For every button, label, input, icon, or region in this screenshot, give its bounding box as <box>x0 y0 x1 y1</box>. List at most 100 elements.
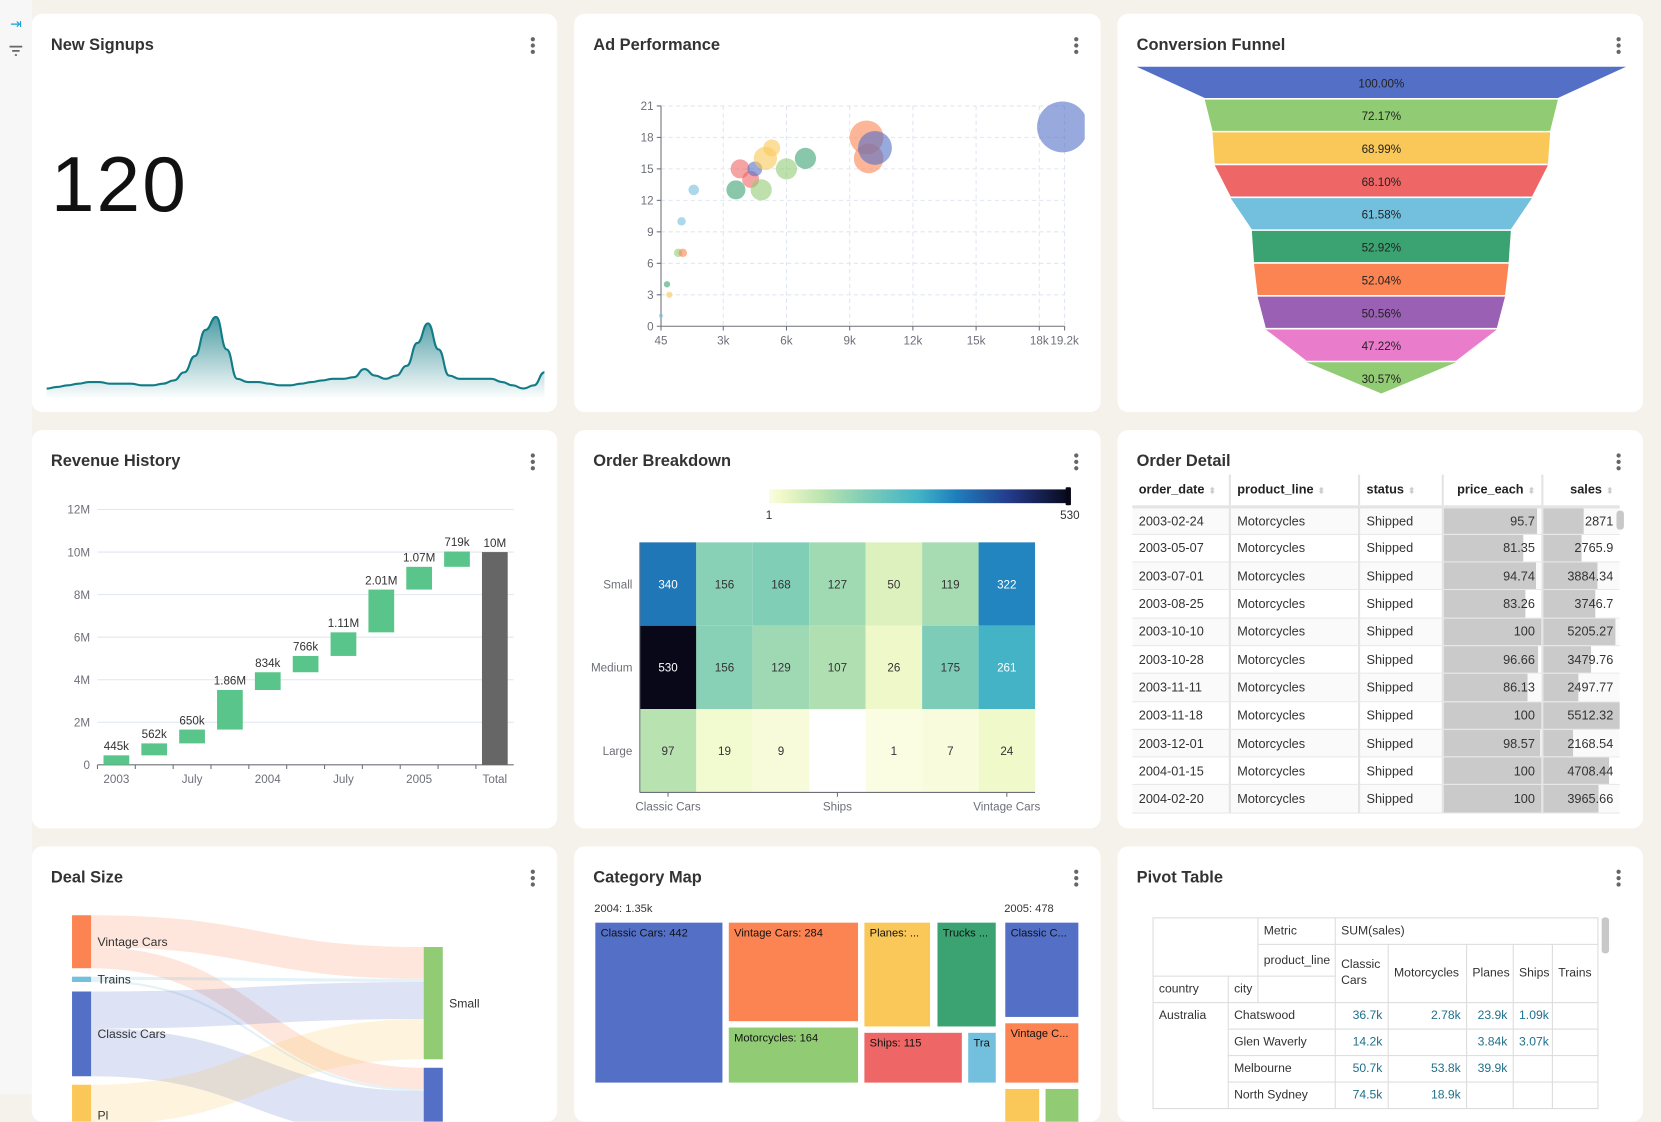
sort-icon[interactable]: ⬍ <box>1317 486 1325 497</box>
kebab-menu-icon[interactable] <box>528 453 539 471</box>
sort-icon[interactable]: ⬍ <box>1606 486 1614 497</box>
cell-status: Shipped <box>1358 589 1443 619</box>
column-header-product-line[interactable]: product_line ⬍ <box>1228 474 1360 508</box>
x-tick-label: 2003 <box>103 773 129 786</box>
funnel-label: 52.92% <box>1362 242 1401 255</box>
table-row[interactable]: 2003-07-01 Motorcycles Shipped 94.74 3884.34 <box>1132 562 1620 591</box>
waterfall-chart: 0 2M 4M 6M 8M 10M 12M 445k 2003 562k 650k July 1.86M… <box>67 504 514 786</box>
table-scrollbar[interactable] <box>1616 510 1624 530</box>
card-revenue-history: Revenue History 0 2M 4M 6M 8M 10M 12M 445k 2003 5… <box>31 430 558 829</box>
funnel-label: 52.04% <box>1362 274 1401 287</box>
sort-icon[interactable]: ⬍ <box>1408 486 1416 497</box>
bar-label: 1.07M <box>403 552 435 565</box>
kebab-menu-icon[interactable] <box>528 37 539 55</box>
kebab-menu-icon[interactable] <box>1613 869 1624 887</box>
table-row[interactable]: 2003-10-28 Motorcycles Shipped 96.66 3479.76 <box>1132 645 1620 675</box>
table-row[interactable]: 2003-11-11 Motorcycles Shipped 86.13 2497.77 <box>1132 673 1620 702</box>
treemap-tile[interactable]: Trucks ... <box>937 922 996 1027</box>
cell-value: 4708.44 <box>1567 763 1614 779</box>
cell-value: 98.57 <box>1503 735 1535 751</box>
sankey-node-label: Trains <box>97 973 130 987</box>
treemap-tile[interactable]: Planes: ... <box>864 922 931 1027</box>
waterfall-bar <box>368 589 395 633</box>
cell-value: 2765.9 <box>1574 540 1614 556</box>
cell-bar <box>1543 729 1574 757</box>
table-row[interactable]: 2004-01-15 Motorcycles Shipped 100 4708.44 <box>1132 757 1620 786</box>
cell-status: Shipped <box>1358 617 1443 647</box>
row-label: Medium <box>591 662 632 675</box>
column-header-sales[interactable]: sales ⬍ <box>1541 474 1620 508</box>
funnel-label: 47.22% <box>1362 340 1401 353</box>
collapse-arrow-icon[interactable]: ⇥ <box>10 15 22 32</box>
x-tick-label: 18k <box>1030 334 1049 347</box>
treemap-tile[interactable]: Vintage Cars: 284 <box>728 922 859 1022</box>
sort-icon[interactable]: ⬍ <box>1208 486 1216 497</box>
cell-product-line: Motorcycles <box>1228 645 1360 675</box>
column-header-order-date[interactable]: order_date ⬍ <box>1132 474 1230 508</box>
kebab-menu-icon[interactable] <box>1071 453 1082 471</box>
cell-order-date: 2003-05-07 <box>1132 534 1230 563</box>
cell-price-each: 83.26 <box>1441 589 1543 619</box>
column-header-status[interactable]: status ⬍ <box>1358 474 1443 508</box>
heatmap-cell <box>752 709 810 793</box>
cell-status: Shipped <box>1358 562 1443 591</box>
y-tick-label: 0 <box>647 321 654 334</box>
pivot-cell: 50.7k <box>1334 1055 1389 1083</box>
kebab-menu-icon[interactable] <box>1613 453 1624 471</box>
table-row[interactable]: 2003-10-10 Motorcycles Shipped 100 5205.27 <box>1132 617 1620 647</box>
heatmap-cell <box>922 542 979 626</box>
pivot-cell <box>1551 1002 1599 1030</box>
y-tick-label: 9 <box>647 226 653 239</box>
sort-icon[interactable]: ⬍ <box>1527 486 1535 497</box>
table-row[interactable]: 2004-02-20 Motorcycles Shipped 100 3965.66 <box>1132 784 1620 814</box>
table-row[interactable]: 2003-08-25 Motorcycles Shipped 83.26 3746.7 <box>1132 589 1620 619</box>
pivot-city: Chatswood <box>1227 1002 1336 1030</box>
pivot-scrollbar[interactable] <box>1601 917 1610 954</box>
waterfall-bar <box>217 689 243 730</box>
kebab-menu-icon[interactable] <box>1071 869 1082 887</box>
cell-bar <box>1543 646 1592 673</box>
kebab-menu-icon[interactable] <box>528 869 539 887</box>
table-row[interactable]: 2003-02-24 Motorcycles Shipped 95.7 2871 <box>1132 506 1620 535</box>
pivot-col-header[interactable]: Planes <box>1466 943 1514 1004</box>
cell-value: 3965.66 <box>1567 791 1614 807</box>
pivot-cell: 1.09k <box>1512 1002 1553 1030</box>
treemap-tile[interactable]: Classic C... <box>1005 922 1079 1017</box>
bubble <box>663 281 671 288</box>
table-row[interactable]: 2003-12-01 Motorcycles Shipped 98.57 2168.54 <box>1132 729 1620 758</box>
sankey-node-label: Pl <box>97 1109 108 1122</box>
pivot-col-header[interactable]: Motorcycles <box>1387 943 1468 1004</box>
card-new-signups: New Signups 120 <box>31 13 558 413</box>
cell-sales: 3479.76 <box>1541 645 1620 675</box>
sankey-node <box>72 991 92 1077</box>
table-row[interactable]: 2003-05-07 Motorcycles Shipped 81.35 2765.9 <box>1132 534 1620 563</box>
x-tick-label: 9k <box>844 334 856 347</box>
pivot-col-header[interactable]: Classic Cars <box>1334 943 1389 1004</box>
treemap-tile[interactable]: Tra <box>968 1032 996 1083</box>
pivot-col-header[interactable]: Ships <box>1512 943 1553 1004</box>
cell-sales: 2871 <box>1541 506 1620 535</box>
x-tick-label: 2005 <box>406 773 432 786</box>
x-tick-label: Classic Cars <box>635 800 701 813</box>
cell-bar <box>1443 757 1542 785</box>
cell-value: 5512.32 <box>1567 707 1614 723</box>
cell-sales: 2765.9 <box>1541 534 1620 563</box>
x-tick-label: 2004 <box>255 773 281 786</box>
kebab-menu-icon[interactable] <box>1071 37 1082 55</box>
heatmap-cell <box>922 709 979 793</box>
treemap-tile[interactable]: Classic Cars: 442 <box>595 922 723 1083</box>
heatmap-cell <box>639 709 697 793</box>
table-row[interactable]: 2003-11-18 Motorcycles Shipped 100 5512.32 <box>1132 701 1620 730</box>
pivot-col-header[interactable]: Trains <box>1551 943 1599 1004</box>
treemap-tile[interactable]: Ships: 115 <box>864 1032 962 1083</box>
funnel-chart: 100.00% 72.17% 68.99% 68.10% 61.58% 52.92% 52.… <box>1136 66 1627 394</box>
treemap-tile[interactable]: Vintage C... <box>1005 1023 1079 1083</box>
kebab-menu-icon[interactable] <box>1613 37 1624 55</box>
column-header-price-each[interactable]: price_each ⬍ <box>1441 474 1543 508</box>
x-tick-label: 12k <box>904 334 923 347</box>
filter-icon[interactable] <box>7 44 24 59</box>
card-title: Category Map <box>593 868 702 887</box>
treemap-tile[interactable]: Motorcycles: 164 <box>728 1027 859 1083</box>
cell-value: 261 <box>997 662 1016 675</box>
pivot-cell <box>1512 1081 1553 1110</box>
